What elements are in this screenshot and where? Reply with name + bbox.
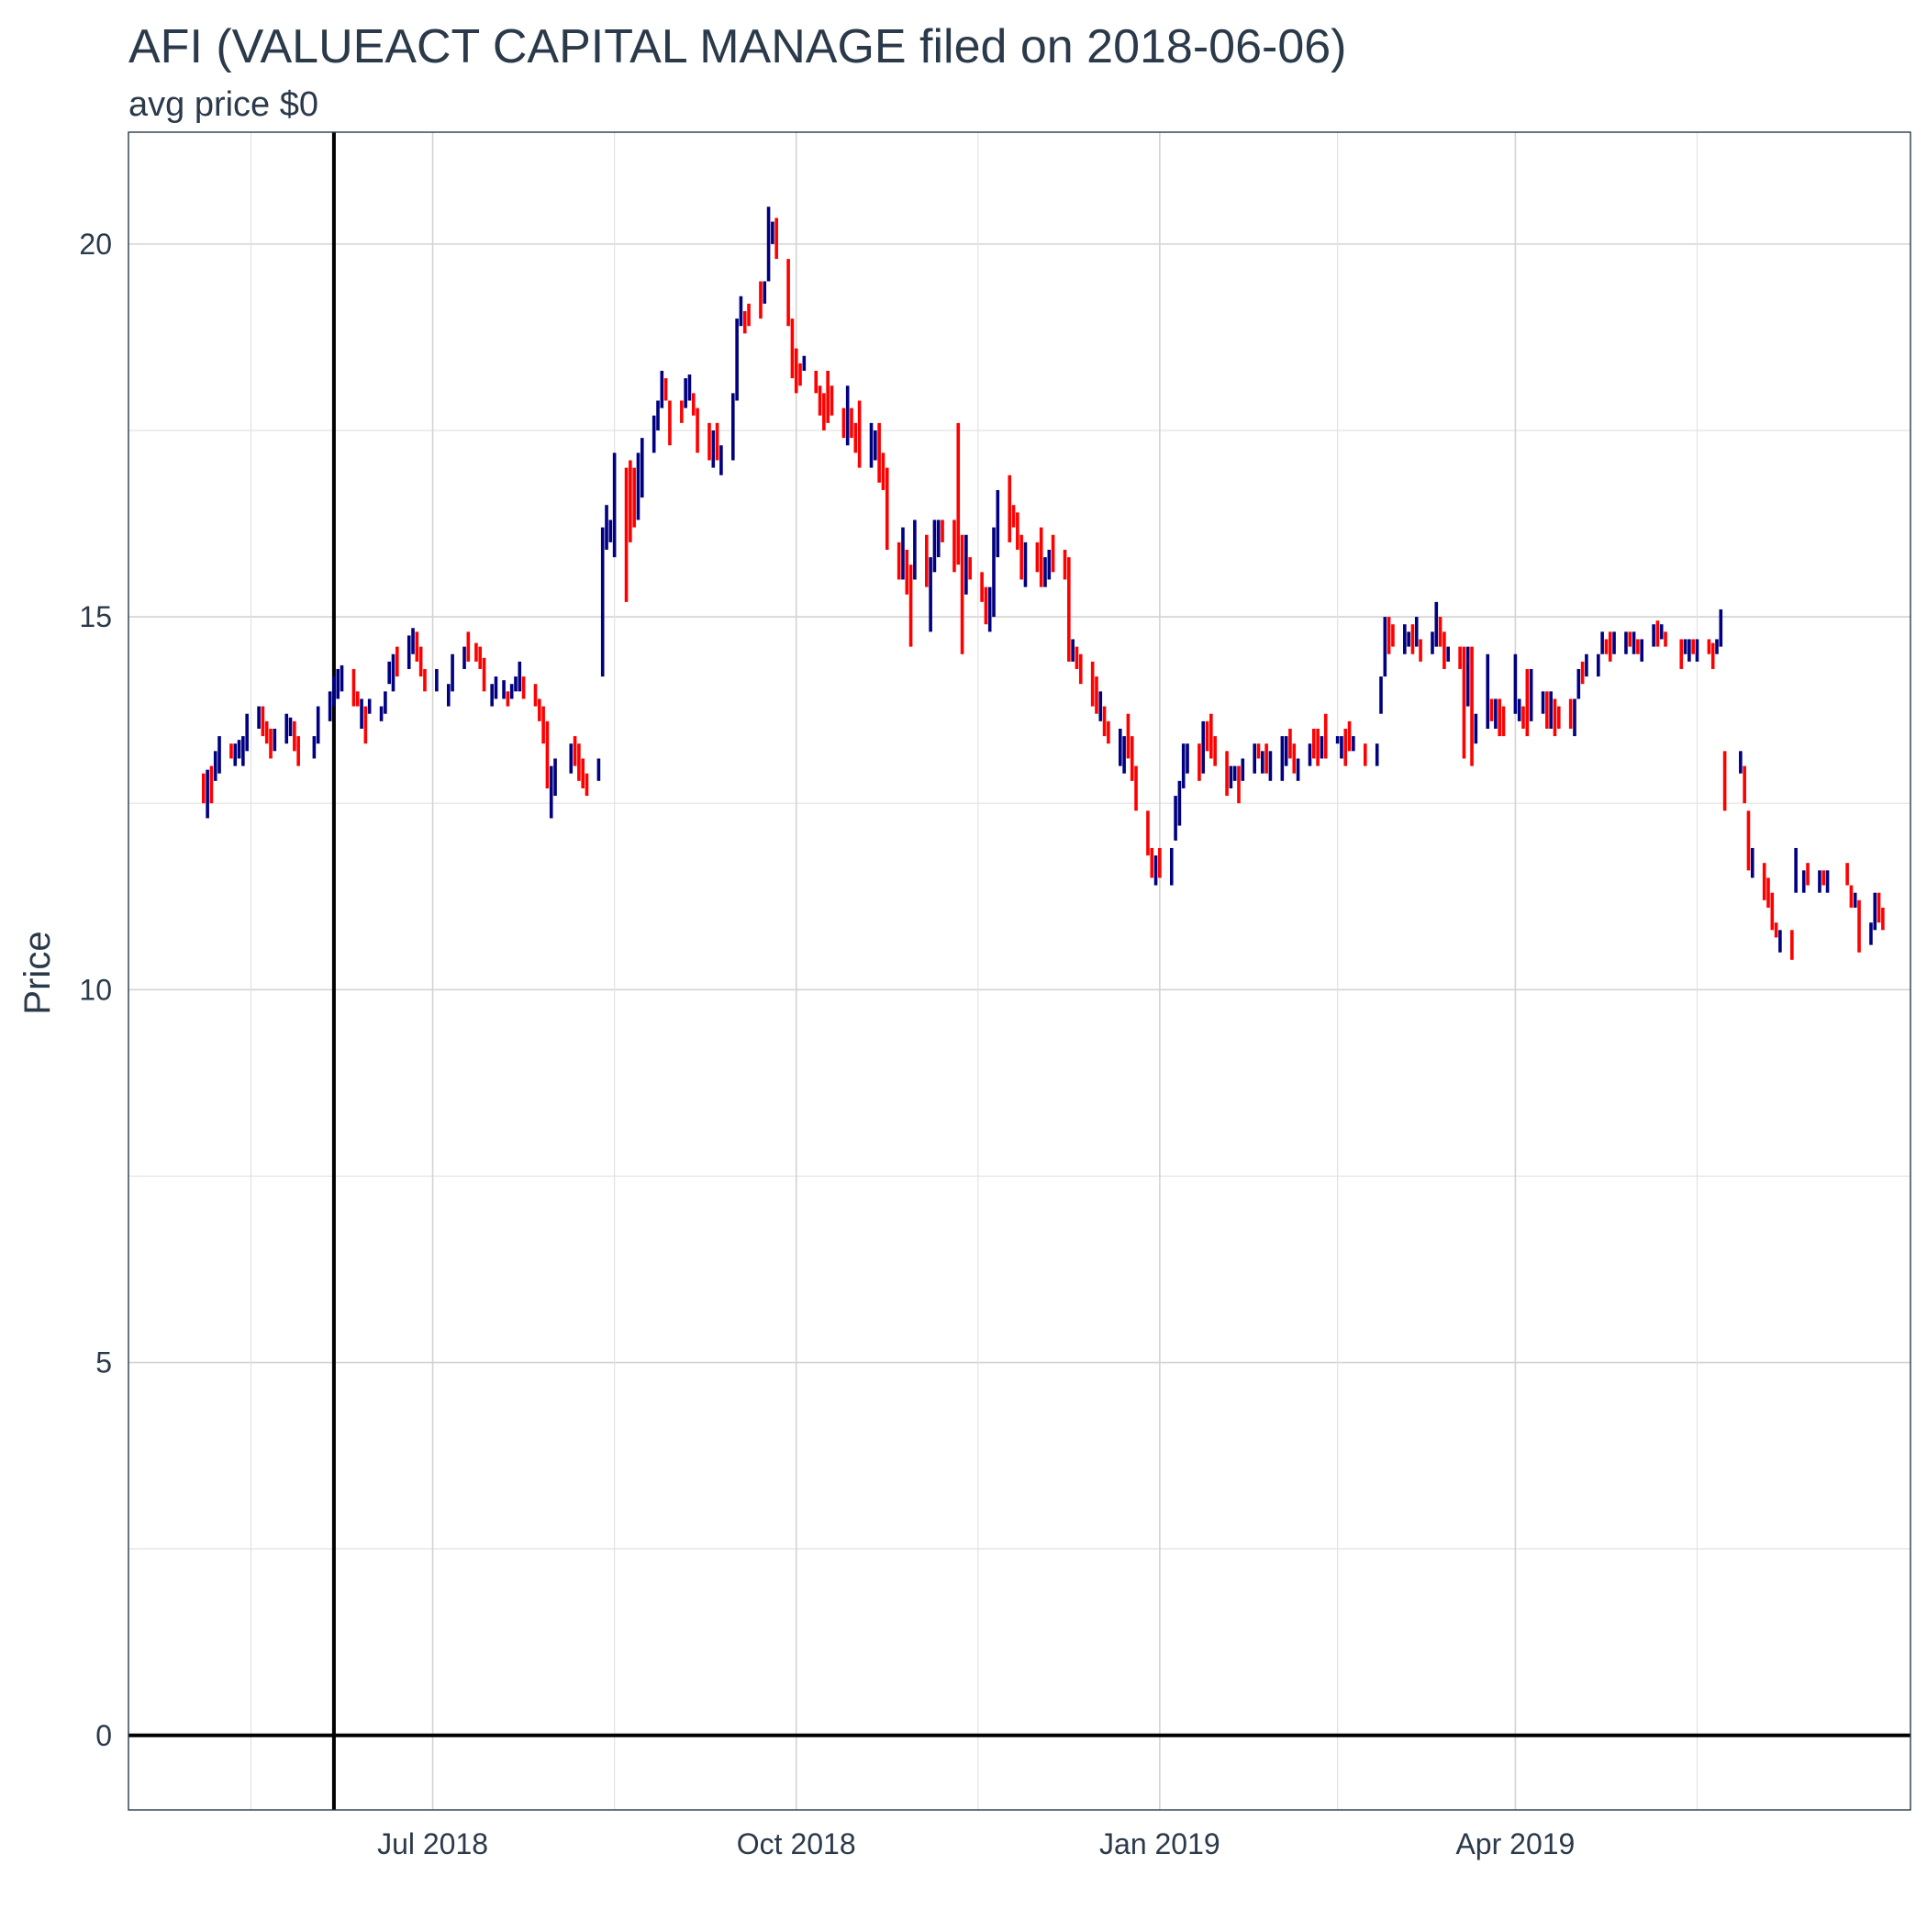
plot-panel-border: [128, 131, 1911, 1811]
y-tick-label: 10: [79, 973, 112, 1006]
x-tick-label: Jan 2019: [1099, 1827, 1220, 1860]
grid-layer: [128, 132, 1910, 1810]
axis-ticks: 0 5 10 15 20 Jul 2018 Oct 2018 Jan 2019 Apr 2019: [79, 228, 1575, 1860]
y-tick-label: 5: [95, 1346, 112, 1379]
y-tick-label: 20: [79, 228, 112, 261]
price-bars: [202, 207, 1885, 960]
y-tick-label: 15: [79, 600, 112, 633]
y-axis-label: Price: [17, 931, 58, 1014]
chart-title: AFI (VALUEACT CAPITAL MANAGE filed on 20…: [128, 20, 1346, 73]
x-tick-label: Jul 2018: [377, 1827, 488, 1860]
x-tick-label: Oct 2018: [737, 1827, 856, 1860]
chart-subtitle: avg price $0: [128, 85, 318, 124]
x-tick-label: Apr 2019: [1455, 1827, 1575, 1860]
y-tick-label: 0: [95, 1719, 112, 1752]
reference-lines: [128, 132, 1910, 1810]
